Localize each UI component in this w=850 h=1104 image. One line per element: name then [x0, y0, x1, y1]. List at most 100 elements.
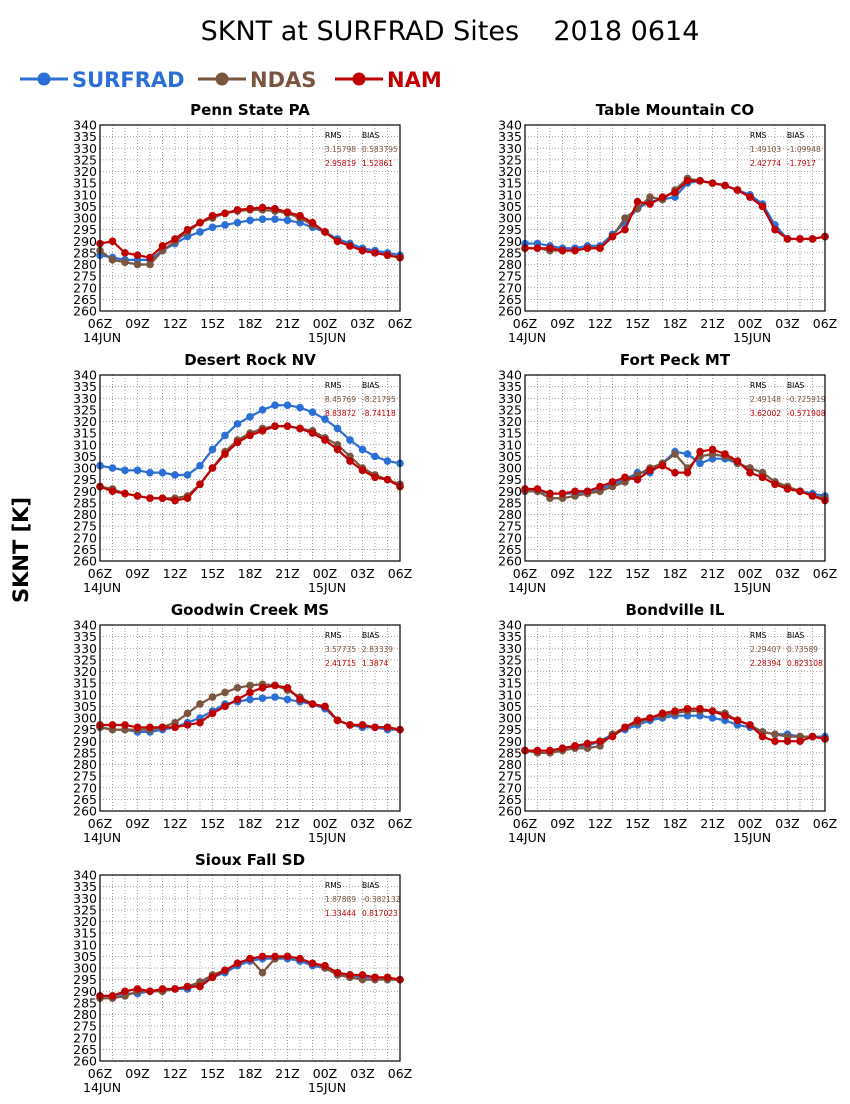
y-tick-label: 275	[73, 269, 97, 284]
y-tick-label: 340	[498, 618, 522, 633]
x-tick-label: 18Z	[238, 1066, 262, 1081]
data-point	[346, 457, 354, 465]
stats-header-rms: RMS	[750, 131, 767, 140]
data-point	[683, 468, 692, 477]
x-tick-label: 18Z	[663, 566, 687, 581]
x-tick-label: 12Z	[163, 316, 187, 331]
data-point	[383, 251, 392, 259]
data-point	[221, 221, 229, 229]
data-point	[558, 489, 567, 498]
y-tick-label: 260	[73, 804, 97, 819]
data-point	[783, 485, 792, 493]
data-point	[258, 968, 267, 977]
data-point	[146, 987, 154, 996]
data-point	[108, 256, 117, 264]
y-tick-label: 285	[73, 245, 97, 260]
y-tick-label: 315	[73, 176, 97, 191]
data-point	[733, 457, 742, 465]
data-point	[258, 203, 267, 212]
data-point	[783, 737, 792, 746]
data-point	[646, 466, 654, 475]
data-point	[721, 450, 729, 458]
data-point	[171, 496, 179, 505]
y-tick-label: 295	[73, 222, 97, 237]
x-tick-label: 00Z	[738, 816, 762, 831]
y-tick-label: 300	[73, 711, 97, 726]
data-point	[258, 694, 267, 703]
data-point	[308, 700, 317, 708]
data-point	[221, 702, 229, 711]
data-point	[371, 473, 379, 482]
y-tick-label: 270	[73, 280, 97, 295]
data-point	[333, 424, 342, 433]
x-tick-label: 03Z	[350, 1066, 374, 1081]
data-point	[596, 737, 604, 746]
data-point	[671, 707, 679, 715]
y-tick-label: 300	[498, 211, 522, 226]
x-tick-label: 09Z	[125, 1066, 149, 1081]
date-label: 15JUN	[733, 580, 771, 595]
x-tick-label: 09Z	[125, 816, 149, 831]
stats-header-rms: RMS	[325, 881, 342, 890]
data-point	[221, 966, 229, 975]
data-point	[533, 746, 542, 755]
data-point	[121, 721, 129, 729]
stats-rms-nam: 1.33444	[325, 909, 356, 918]
date-label: 14JUN	[83, 830, 121, 845]
x-tick-label: 21Z	[700, 316, 724, 331]
data-point	[646, 714, 654, 722]
panel-goodwin-creek-ms: Goodwin Creek MS 260265270275280285290295…	[73, 601, 412, 845]
data-point	[258, 952, 267, 961]
data-point	[258, 215, 267, 223]
data-point	[321, 436, 329, 444]
data-point	[558, 246, 567, 255]
data-point	[321, 961, 329, 970]
data-point	[221, 688, 229, 697]
y-tick-label: 320	[73, 414, 97, 429]
x-tick-label: 15Z	[200, 566, 224, 581]
y-tick-label: 310	[73, 937, 97, 952]
series-surfrad	[96, 401, 404, 479]
x-tick-label: 03Z	[350, 816, 374, 831]
data-point	[233, 959, 242, 968]
x-tick-label: 06Z	[88, 566, 112, 581]
y-tick-label: 305	[498, 699, 522, 714]
y-tick-label: 275	[498, 519, 522, 534]
data-point	[333, 968, 342, 977]
y-tick-label: 300	[498, 711, 522, 726]
data-point	[571, 487, 579, 496]
data-point	[258, 406, 267, 414]
data-point	[146, 468, 154, 477]
data-point	[321, 415, 329, 423]
y-tick-label: 330	[73, 641, 97, 656]
data-point	[808, 235, 817, 243]
panel-penn-state-pa: Penn State PA 260265270275280285290295300…	[73, 101, 412, 345]
data-point	[196, 218, 204, 227]
stats-header-rms: RMS	[325, 631, 342, 640]
stats-header-rms: RMS	[325, 381, 342, 390]
data-point	[133, 466, 142, 475]
y-tick-label: 270	[73, 530, 97, 545]
y-tick-label: 295	[498, 722, 522, 737]
y-tick-label: 290	[73, 484, 97, 499]
stats-header-bias: BIAS	[787, 381, 804, 390]
y-tick-label: 325	[498, 652, 522, 667]
data-point	[771, 730, 779, 739]
data-point	[121, 258, 129, 266]
data-point	[596, 244, 604, 253]
data-point	[208, 223, 217, 232]
plot-frame	[99, 374, 401, 562]
data-point	[158, 985, 167, 993]
y-tick-label: 260	[73, 304, 97, 319]
y-tick-label: 270	[498, 280, 522, 295]
data-point	[733, 186, 742, 194]
data-point	[121, 489, 129, 498]
data-point	[371, 973, 379, 982]
data-point	[558, 744, 567, 753]
y-tick-label: 285	[498, 495, 522, 510]
y-tick-label: 295	[498, 222, 522, 237]
data-point	[633, 716, 642, 725]
data-point	[196, 480, 204, 489]
data-point	[183, 982, 192, 991]
date-label: 15JUN	[308, 1080, 346, 1095]
